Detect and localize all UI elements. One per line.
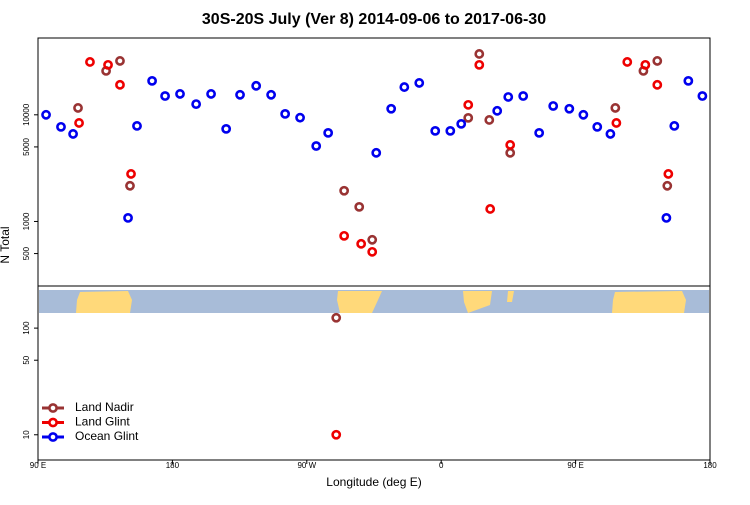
point bbox=[485, 204, 496, 214]
point bbox=[564, 103, 575, 114]
point bbox=[115, 79, 125, 90]
point bbox=[503, 92, 514, 102]
y-tick-label: 10000 bbox=[22, 103, 31, 126]
point bbox=[505, 140, 516, 150]
point bbox=[662, 180, 673, 191]
point bbox=[123, 212, 133, 223]
point bbox=[669, 121, 680, 131]
point bbox=[68, 129, 78, 139]
point bbox=[663, 169, 674, 179]
point bbox=[456, 118, 467, 129]
point bbox=[356, 238, 367, 249]
x-tick-label: 90 E bbox=[30, 461, 46, 470]
point bbox=[697, 91, 708, 101]
legend-label: Land Nadir bbox=[75, 400, 134, 414]
point bbox=[266, 89, 277, 100]
point bbox=[56, 121, 66, 132]
point bbox=[331, 312, 342, 323]
point bbox=[132, 121, 142, 131]
point bbox=[311, 141, 322, 151]
point bbox=[548, 101, 559, 111]
point bbox=[640, 59, 651, 70]
legend-label: Land Glint bbox=[75, 415, 130, 429]
y-tick-label: 50 bbox=[22, 355, 31, 364]
point bbox=[611, 118, 622, 128]
point bbox=[126, 169, 136, 179]
point bbox=[160, 91, 170, 101]
point bbox=[323, 127, 334, 138]
point bbox=[505, 147, 516, 158]
point bbox=[399, 82, 410, 92]
point bbox=[534, 127, 545, 138]
point bbox=[115, 56, 125, 66]
point bbox=[85, 57, 95, 67]
point bbox=[661, 212, 672, 223]
y-tick-label: 100 bbox=[22, 321, 31, 335]
x-tick-label: 180 bbox=[166, 461, 180, 470]
plot-frame bbox=[37, 37, 711, 461]
legend-marker bbox=[48, 432, 58, 442]
point bbox=[652, 79, 663, 90]
point bbox=[484, 115, 495, 125]
point bbox=[367, 234, 378, 245]
point bbox=[41, 109, 51, 120]
point bbox=[371, 147, 382, 158]
point bbox=[592, 121, 603, 132]
point bbox=[622, 57, 633, 67]
point bbox=[367, 246, 378, 257]
point bbox=[175, 89, 185, 99]
point bbox=[683, 75, 694, 86]
x-tick-label: 180 bbox=[703, 461, 717, 470]
y-tick-label: 10 bbox=[22, 430, 31, 439]
point bbox=[474, 49, 485, 59]
point bbox=[354, 201, 365, 212]
point bbox=[125, 180, 135, 191]
point bbox=[518, 91, 529, 101]
point bbox=[235, 89, 245, 100]
y-tick-label: 5000 bbox=[22, 137, 31, 155]
point bbox=[280, 108, 291, 119]
point bbox=[74, 118, 84, 128]
point bbox=[414, 78, 425, 88]
point bbox=[474, 59, 485, 70]
x-tick-label: 0 bbox=[439, 461, 444, 470]
legend-marker bbox=[48, 417, 58, 428]
legend-marker bbox=[48, 403, 58, 413]
x-axis-label: Longitude (deg E) bbox=[326, 475, 421, 489]
point bbox=[463, 112, 474, 123]
y-tick-label: 1000 bbox=[22, 212, 31, 230]
point bbox=[610, 103, 621, 113]
point bbox=[147, 75, 157, 86]
point bbox=[191, 99, 202, 110]
point bbox=[430, 125, 441, 136]
point bbox=[331, 429, 342, 440]
chart-title: 30S-20S July (Ver 8) 2014-09-06 to 2017-… bbox=[202, 11, 546, 28]
point bbox=[578, 109, 589, 120]
point bbox=[103, 59, 113, 70]
point bbox=[463, 99, 474, 110]
y-axis-label: N Total bbox=[0, 226, 12, 263]
point bbox=[339, 185, 350, 196]
map-strip bbox=[38, 285, 710, 313]
point bbox=[652, 56, 663, 66]
point bbox=[339, 230, 350, 241]
point bbox=[386, 103, 397, 114]
y-tick-label: 500 bbox=[22, 246, 31, 260]
point bbox=[206, 89, 216, 99]
legend-label: Ocean Glint bbox=[75, 429, 139, 443]
point bbox=[605, 129, 616, 139]
point bbox=[295, 112, 305, 123]
point bbox=[492, 105, 503, 116]
x-tick-label: 90 W bbox=[297, 461, 316, 470]
point bbox=[251, 80, 262, 91]
x-tick-label: 90 E bbox=[567, 461, 583, 470]
point bbox=[73, 103, 83, 113]
point bbox=[445, 125, 456, 136]
point bbox=[221, 123, 232, 134]
